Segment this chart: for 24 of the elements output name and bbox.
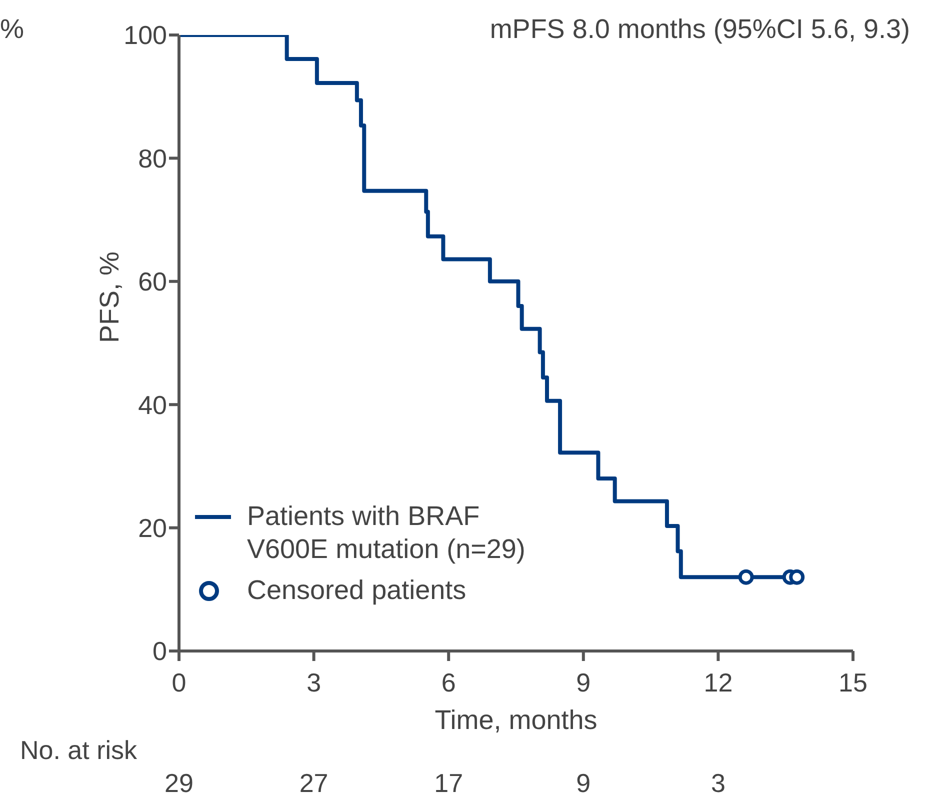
text: 29 [164,768,194,799]
y-axis-title: PFS, % [94,251,125,343]
legend-label: Patients with BRAF V600E mutation (n=29) [247,500,526,566]
y-tick-label: 0 [152,636,167,666]
y-tick-label: 20 [138,513,167,544]
chart-title: mPFS 8.0 months (95%CI 5.6, 9.3) [490,14,910,45]
text: % [0,14,24,45]
y-tick-label: 100 [124,20,167,50]
x-tick-label: 12 [704,667,733,698]
y-tick-label: 60 [138,266,167,297]
x-tick-label: 15 [838,667,868,698]
x-tick-label: 6 [441,667,456,698]
text: 17 [433,768,464,799]
x-axis-title: Time, months [434,705,598,735]
y-tick-label: 40 [138,390,167,420]
text: 27 [298,768,330,799]
x-tick-label: 3 [306,667,322,698]
legend-label: Censored patients [247,574,468,607]
x-tick-label: 0 [172,667,186,698]
y-tick-label: 80 [138,143,167,174]
x-tick-label: 9 [576,667,591,698]
text: No. at risk [20,735,138,766]
text: 3 [710,768,726,799]
text: 9 [575,768,592,799]
